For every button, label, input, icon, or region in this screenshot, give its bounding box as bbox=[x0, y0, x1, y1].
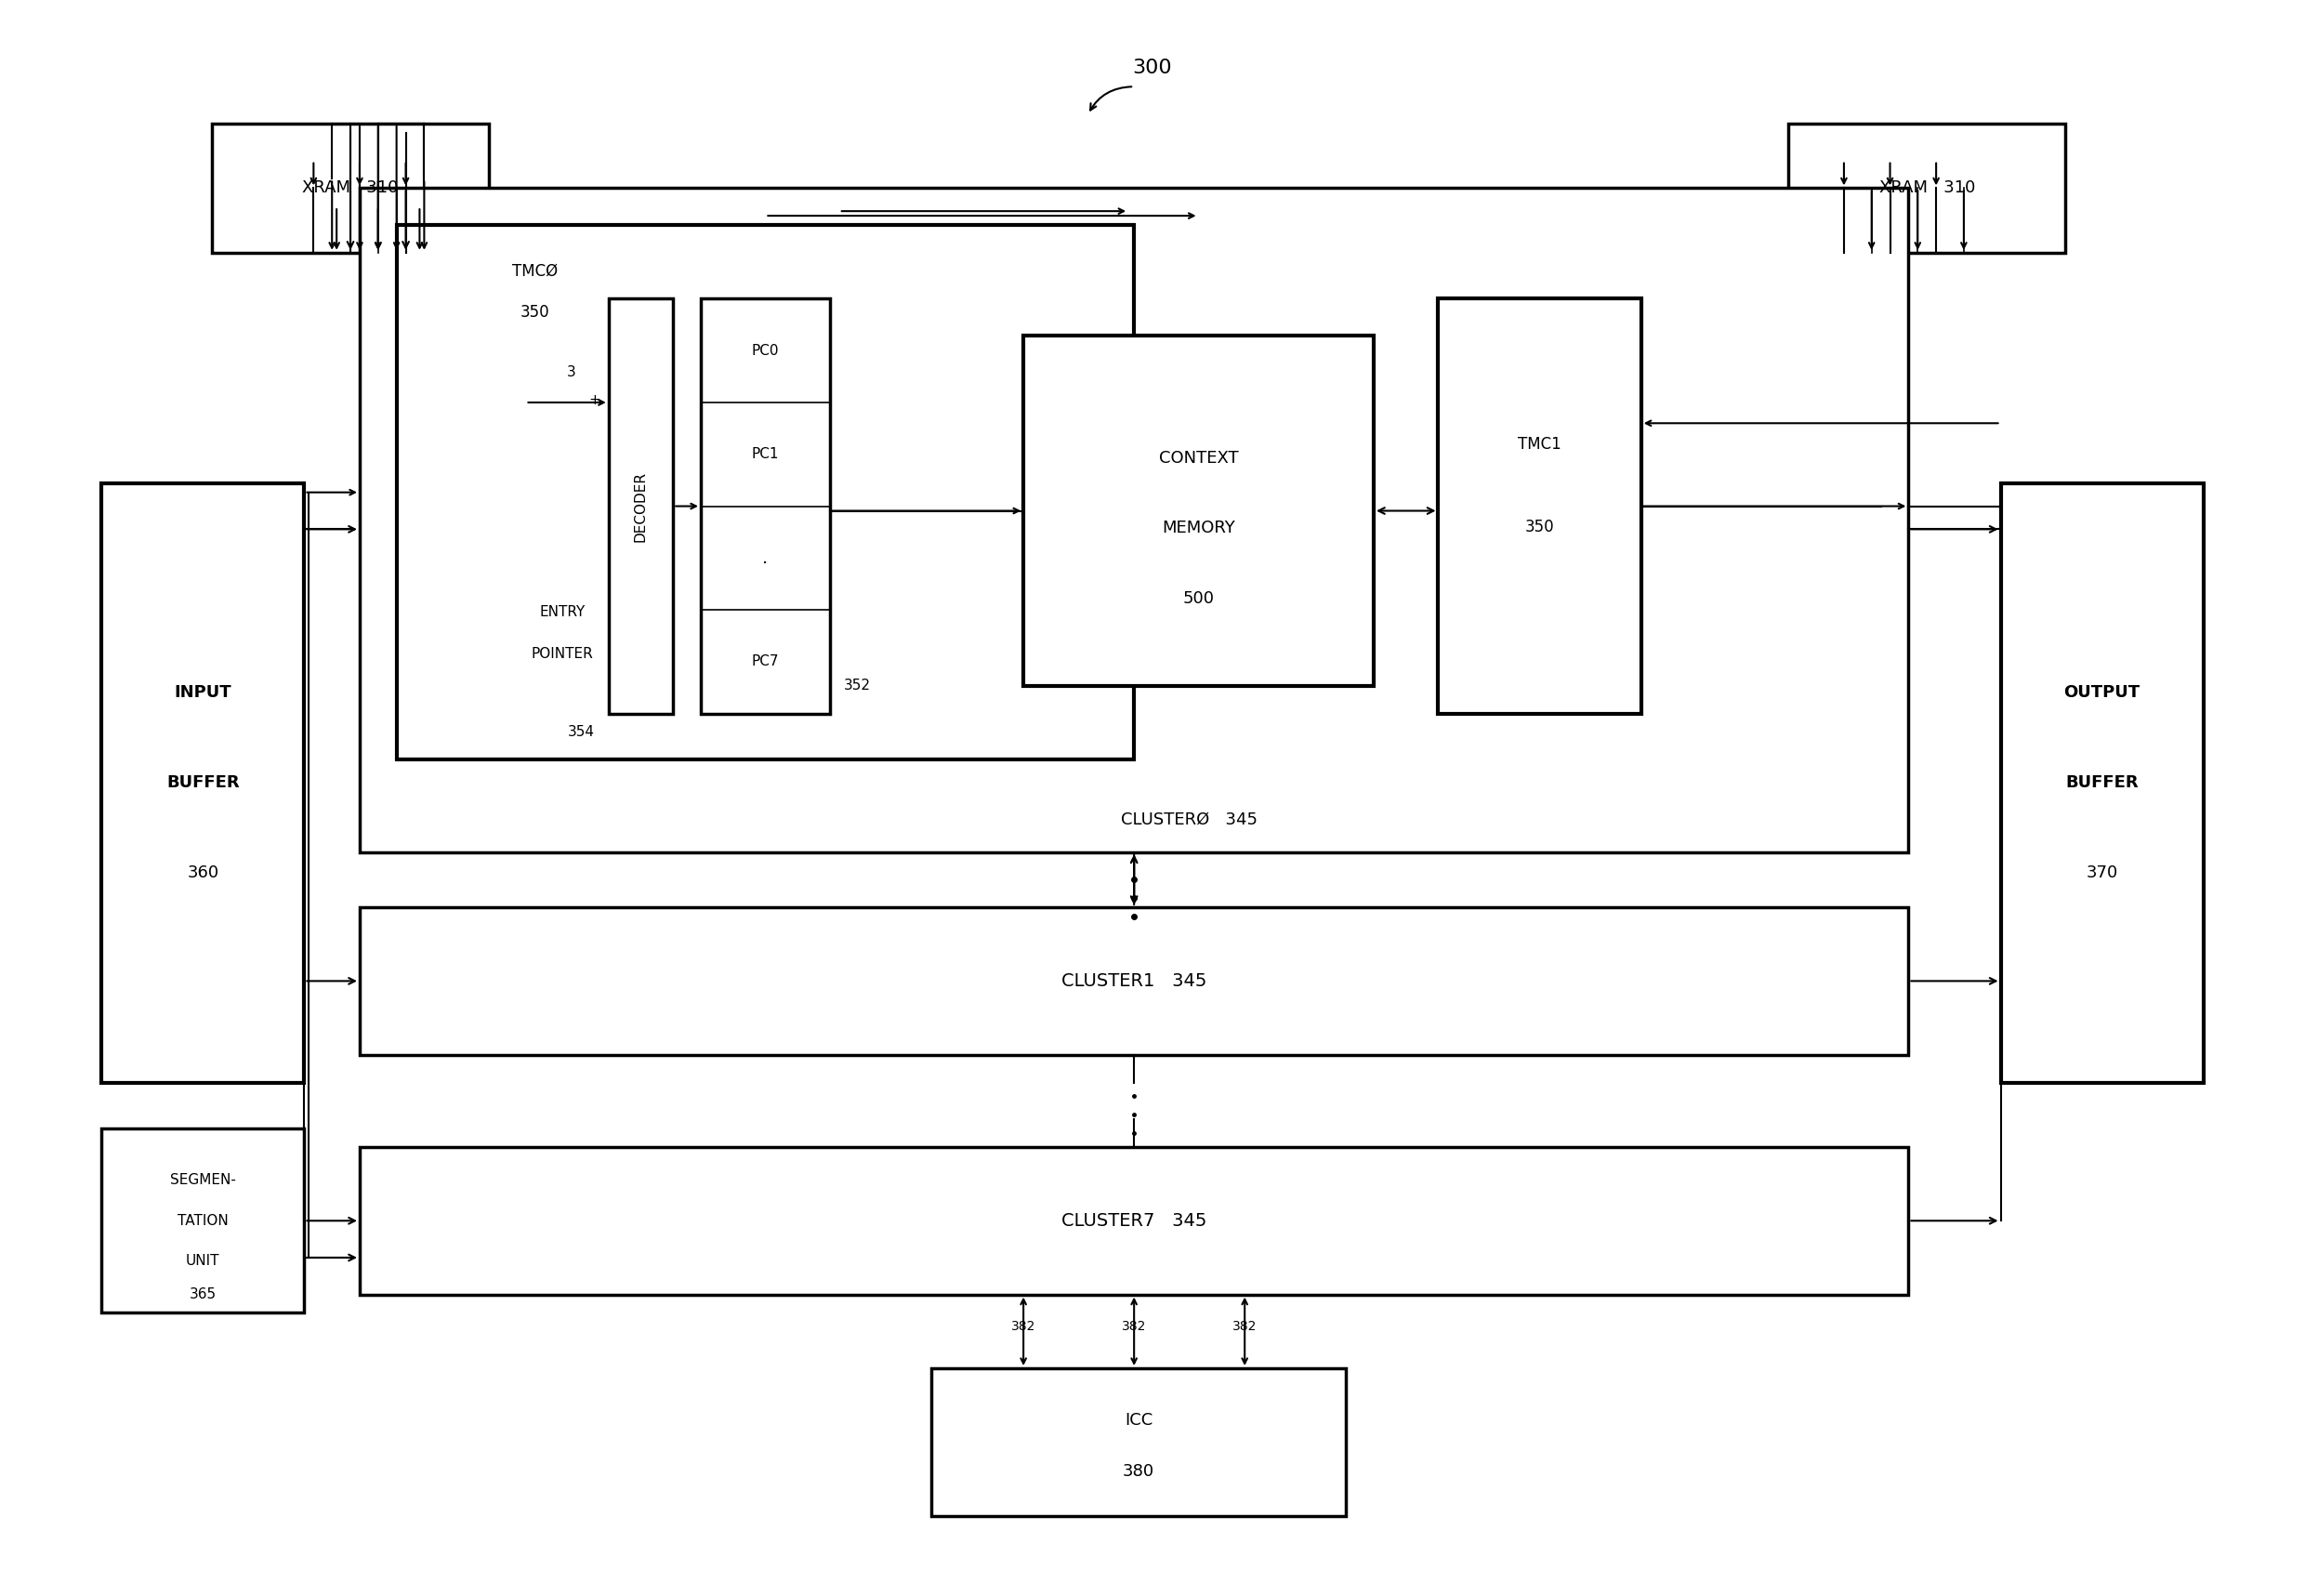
Text: INPUT: INPUT bbox=[175, 685, 230, 701]
Text: 365: 365 bbox=[189, 1288, 217, 1301]
Bar bbox=[101, 1128, 304, 1314]
Text: XRAM   310: XRAM 310 bbox=[302, 180, 399, 196]
Text: +: + bbox=[588, 393, 602, 407]
Text: 500: 500 bbox=[1182, 591, 1215, 606]
Bar bbox=[396, 225, 1134, 760]
Text: PC0: PC0 bbox=[751, 343, 779, 358]
Text: 370: 370 bbox=[2086, 865, 2118, 881]
Bar bbox=[1023, 335, 1374, 686]
Bar bbox=[212, 123, 489, 252]
Bar bbox=[101, 484, 304, 1082]
Text: 300: 300 bbox=[1132, 59, 1173, 78]
Text: 382: 382 bbox=[1233, 1320, 1256, 1333]
Text: PC7: PC7 bbox=[751, 654, 779, 669]
Text: 360: 360 bbox=[187, 865, 219, 881]
Bar bbox=[701, 298, 830, 713]
Bar bbox=[931, 1368, 1346, 1516]
Text: MEMORY: MEMORY bbox=[1162, 520, 1235, 536]
Text: 354: 354 bbox=[567, 725, 595, 739]
Text: TATION: TATION bbox=[177, 1215, 228, 1227]
Bar bbox=[360, 188, 1909, 852]
Text: ICC: ICC bbox=[1125, 1411, 1152, 1428]
Text: UNIT: UNIT bbox=[187, 1254, 219, 1269]
Bar bbox=[1789, 123, 2065, 252]
Text: DECODER: DECODER bbox=[634, 471, 648, 541]
Bar bbox=[2001, 484, 2204, 1082]
Text: 3: 3 bbox=[567, 365, 576, 380]
Text: ENTRY: ENTRY bbox=[539, 605, 585, 619]
Text: 382: 382 bbox=[1123, 1320, 1146, 1333]
Text: SEGMEN-: SEGMEN- bbox=[171, 1173, 235, 1187]
Text: CONTEXT: CONTEXT bbox=[1159, 450, 1238, 466]
Text: PC1: PC1 bbox=[751, 447, 779, 461]
Bar bbox=[1438, 298, 1641, 713]
Text: 350: 350 bbox=[1526, 519, 1554, 535]
Bar bbox=[360, 1148, 1909, 1294]
Text: .: . bbox=[763, 549, 768, 567]
Text: BUFFER: BUFFER bbox=[2065, 774, 2139, 792]
Text: 350: 350 bbox=[521, 305, 549, 321]
Text: 382: 382 bbox=[1012, 1320, 1035, 1333]
Text: TMC1: TMC1 bbox=[1519, 436, 1560, 452]
Text: TMCØ: TMCØ bbox=[512, 263, 558, 279]
Bar bbox=[609, 298, 673, 713]
Text: CLUSTERØ   345: CLUSTERØ 345 bbox=[1120, 811, 1259, 828]
Text: XRAM   310: XRAM 310 bbox=[1879, 180, 1975, 196]
Text: BUFFER: BUFFER bbox=[166, 774, 240, 792]
Bar bbox=[360, 907, 1909, 1055]
Text: 352: 352 bbox=[844, 678, 871, 693]
Text: OUTPUT: OUTPUT bbox=[2063, 685, 2141, 701]
Text: CLUSTER7   345: CLUSTER7 345 bbox=[1060, 1211, 1208, 1229]
Text: 380: 380 bbox=[1123, 1464, 1155, 1479]
Text: POINTER: POINTER bbox=[532, 646, 592, 661]
Text: CLUSTER1   345: CLUSTER1 345 bbox=[1060, 972, 1208, 990]
